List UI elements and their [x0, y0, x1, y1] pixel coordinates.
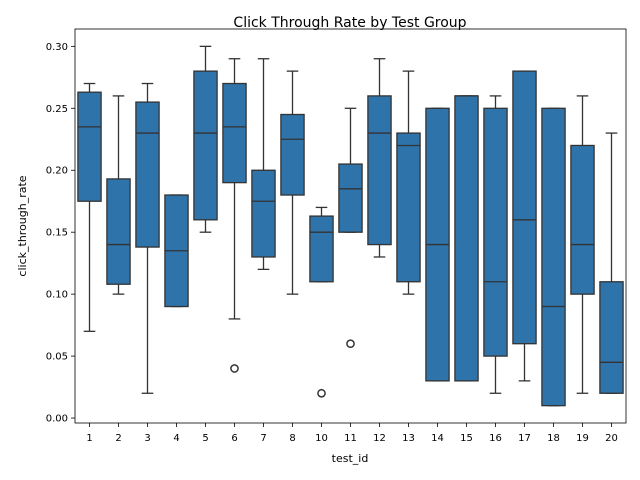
y-axis: 0.00 0.05 0.10 0.15 0.20 0.25 0.30 — [46, 42, 75, 425]
box-iqr — [483, 107, 508, 357]
box-group-6 — [222, 58, 247, 373]
box-iqr — [512, 70, 537, 345]
box-group-12 — [367, 58, 392, 258]
box-group-19 — [570, 95, 595, 394]
box-iqr — [338, 163, 363, 233]
x-tick-label: 12 — [373, 433, 386, 444]
outlier-point — [346, 339, 355, 349]
box-iqr — [367, 95, 392, 246]
x-tick-label: 2 — [115, 433, 121, 444]
x-tick-label: 17 — [518, 433, 531, 444]
x-tick-label: 10 — [315, 433, 328, 444]
y-tick-label: 0.30 — [46, 42, 68, 53]
x-tick-label: 20 — [605, 433, 618, 444]
x-tick-label: 3 — [144, 433, 150, 444]
box-group-13 — [396, 70, 421, 295]
chart-title: Click Through Rate by Test Group — [233, 15, 466, 31]
box-group-3 — [135, 82, 160, 394]
x-tick-label: 15 — [460, 433, 473, 444]
y-tick-label: 0.25 — [46, 104, 68, 115]
box-group-16 — [483, 95, 508, 394]
box-group-15 — [454, 95, 479, 382]
x-tick-label: 11 — [344, 433, 357, 444]
box-group-1 — [77, 82, 102, 332]
x-tick-label: 4 — [173, 433, 179, 444]
y-tick-label: 0.00 — [46, 414, 68, 425]
x-tick-label: 19 — [576, 433, 589, 444]
outlier-point — [317, 388, 326, 398]
x-tick-label: 1 — [86, 433, 92, 444]
box-group-7 — [251, 58, 276, 271]
box-iqr — [77, 91, 102, 202]
x-tick-label: 16 — [489, 433, 502, 444]
box-group-17 — [512, 70, 537, 382]
y-axis-label: click_through_rate — [16, 175, 29, 276]
outlier-point — [230, 364, 239, 373]
x-tick-label: 7 — [260, 433, 266, 444]
box-group-4 — [164, 194, 189, 308]
box-iqr — [135, 101, 160, 248]
x-axis: 1 2 3 4 5 6 7 8 10 11 12 13 14 15 16 17 18 19 20 — [86, 423, 618, 444]
box-iqr — [193, 70, 218, 221]
box-group-2 — [106, 95, 131, 295]
box-iqr — [251, 169, 276, 258]
box-group-8 — [280, 70, 305, 295]
box-iqr — [454, 95, 479, 382]
x-tick-label: 18 — [547, 433, 560, 444]
y-tick-label: 0.10 — [46, 290, 68, 301]
x-tick-label: 8 — [289, 433, 295, 444]
box-group-11 — [338, 107, 363, 349]
x-tick-label: 13 — [402, 433, 415, 444]
box-group-18 — [541, 107, 566, 407]
box-group-14 — [425, 107, 450, 382]
box-iqr — [222, 82, 247, 184]
y-tick-label: 0.05 — [46, 352, 68, 363]
box-group-20 — [599, 132, 624, 394]
box-iqr — [106, 178, 131, 285]
box-group-10 — [309, 206, 334, 398]
y-tick-label: 0.20 — [46, 166, 68, 177]
box-iqr — [396, 132, 421, 283]
box-iqr — [599, 281, 624, 394]
y-tick-label: 0.15 — [46, 228, 68, 239]
box-iqr — [570, 144, 595, 295]
box-iqr — [280, 113, 305, 196]
box-iqr — [309, 215, 334, 283]
x-tick-label: 6 — [231, 433, 237, 444]
box-iqr — [541, 107, 566, 407]
x-axis-label: test_id — [332, 452, 369, 465]
x-tick-label: 5 — [202, 433, 208, 444]
plot-area — [77, 45, 624, 407]
box-group-5 — [193, 45, 218, 233]
x-tick-label: 14 — [431, 433, 444, 444]
